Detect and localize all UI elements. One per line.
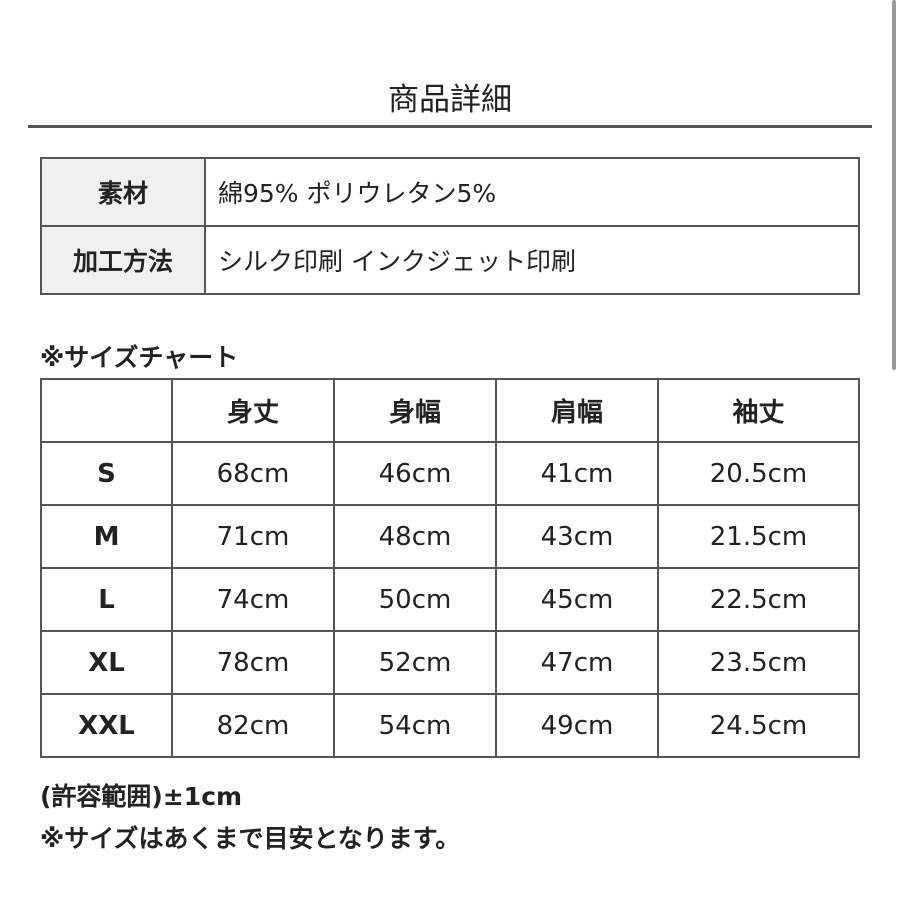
size-label: L <box>40 567 173 632</box>
measurement-cell: 74cm <box>171 567 335 632</box>
size-chart-header-row: 身丈 身幅 肩幅 袖丈 <box>40 378 860 443</box>
spec-value: 綿95% ポリウレタン5% <box>204 157 860 227</box>
column-header <box>40 378 173 443</box>
measurement-cell: 20.5cm <box>657 441 860 506</box>
size-row: S 68cm 46cm 41cm 20.5cm <box>40 441 860 506</box>
measurement-cell: 24.5cm <box>657 693 860 758</box>
size-label: S <box>40 441 173 506</box>
tolerance-note: (許容範囲)±1cm <box>40 782 243 811</box>
measurement-cell: 41cm <box>495 441 659 506</box>
measurement-cell: 82cm <box>171 693 335 758</box>
measurement-cell: 21.5cm <box>657 504 860 569</box>
size-row: XL 78cm 52cm 47cm 23.5cm <box>40 630 860 695</box>
measurement-cell: 52cm <box>333 630 497 695</box>
size-chart-table: 身丈 身幅 肩幅 袖丈 S 68cm 46cm 41cm 20.5cm M 71cm 48cm 43cm… <box>40 378 860 758</box>
measurement-cell: 45cm <box>495 567 659 632</box>
spec-label: 素材 <box>40 157 206 227</box>
column-header: 肩幅 <box>495 378 659 443</box>
measurement-cell: 43cm <box>495 504 659 569</box>
size-row: XXL 82cm 54cm 49cm 24.5cm <box>40 693 860 758</box>
measurement-cell: 22.5cm <box>657 567 860 632</box>
measurement-cell: 78cm <box>171 630 335 695</box>
size-row: L 74cm 50cm 45cm 22.5cm <box>40 567 860 632</box>
spec-value: シルク印刷 インクジェット印刷 <box>204 225 860 295</box>
size-chart-label: ※サイズチャート <box>40 343 239 372</box>
measurement-cell: 68cm <box>171 441 335 506</box>
title-divider <box>28 125 872 128</box>
size-row: M 71cm 48cm 43cm 21.5cm <box>40 504 860 569</box>
page-title: 商品詳細 <box>388 82 512 118</box>
measurement-cell: 50cm <box>333 567 497 632</box>
measurement-cell: 49cm <box>495 693 659 758</box>
measurement-cell: 48cm <box>333 504 497 569</box>
measurement-cell: 23.5cm <box>657 630 860 695</box>
measurement-cell: 47cm <box>495 630 659 695</box>
spec-table: 素材 綿95% ポリウレタン5% 加工方法 シルク印刷 インクジェット印刷 <box>40 157 860 295</box>
spec-label: 加工方法 <box>40 225 206 295</box>
spec-row-process: 加工方法 シルク印刷 インクジェット印刷 <box>40 225 860 295</box>
spec-row-material: 素材 綿95% ポリウレタン5% <box>40 157 860 227</box>
measurement-cell: 46cm <box>333 441 497 506</box>
column-header: 袖丈 <box>657 378 860 443</box>
measurement-cell: 71cm <box>171 504 335 569</box>
scrollbar[interactable] <box>892 0 896 370</box>
size-disclaimer: ※サイズはあくまで目安となります。 <box>40 824 461 853</box>
size-label: XL <box>40 630 173 695</box>
size-label: XXL <box>40 693 173 758</box>
column-header: 身幅 <box>333 378 497 443</box>
column-header: 身丈 <box>171 378 335 443</box>
measurement-cell: 54cm <box>333 693 497 758</box>
size-label: M <box>40 504 173 569</box>
